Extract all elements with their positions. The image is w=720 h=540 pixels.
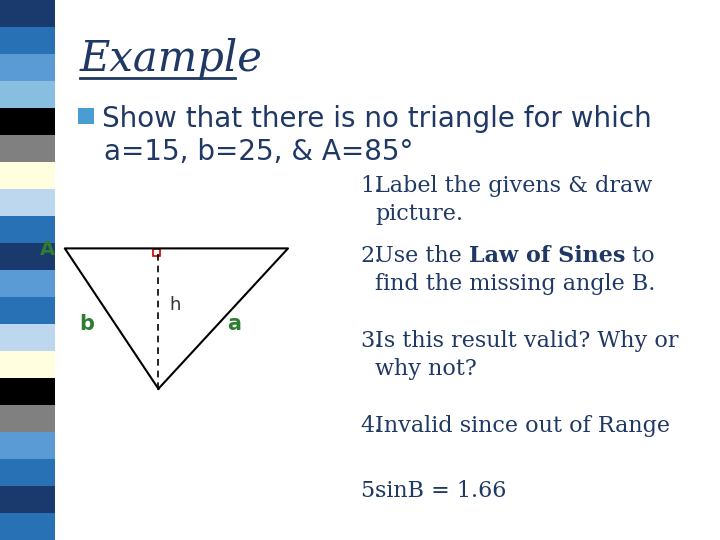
Bar (0, 189, 55, 216)
Bar (0, 486, 55, 513)
Bar (0, 351, 55, 378)
Bar (0, 324, 55, 351)
Text: Law of Sines: Law of Sines (469, 245, 625, 267)
Bar (0, 243, 55, 270)
Text: Show that there is no triangle for which: Show that there is no triangle for which (102, 105, 652, 133)
Bar (0, 270, 55, 297)
Bar (0, 54, 55, 81)
Bar (0, 297, 55, 324)
Text: h: h (169, 296, 181, 314)
Bar (0, 27, 55, 54)
Bar (0, 459, 55, 486)
Bar (153, 249, 160, 256)
Text: Invalid since out of Range: Invalid since out of Range (375, 415, 670, 437)
Bar (0, 378, 55, 405)
Bar (0, 216, 55, 243)
Text: sinB = 1.66: sinB = 1.66 (375, 480, 506, 502)
Text: Use the: Use the (375, 245, 469, 267)
Bar (0, 162, 55, 189)
Text: Example: Example (80, 38, 263, 80)
Bar (0, 513, 55, 540)
Text: A: A (40, 240, 55, 259)
Text: 3.: 3. (360, 330, 382, 352)
Text: a: a (227, 314, 241, 334)
Bar (0, 81, 55, 108)
Text: picture.: picture. (375, 203, 463, 225)
Text: b: b (79, 314, 94, 334)
Text: 2.: 2. (360, 245, 382, 267)
Text: a=15, b=25, & A=85°: a=15, b=25, & A=85° (104, 138, 413, 166)
Text: 4.: 4. (360, 415, 382, 437)
Text: why not?: why not? (375, 358, 477, 380)
Bar (0, 405, 55, 432)
Text: Label the givens & draw: Label the givens & draw (375, 175, 652, 197)
Text: 5.: 5. (360, 480, 382, 502)
Bar (0, 108, 55, 135)
Text: Is this result valid? Why or: Is this result valid? Why or (375, 330, 678, 352)
Text: find the missing angle B.: find the missing angle B. (375, 273, 655, 295)
Text: to: to (625, 245, 655, 267)
Bar (0, 432, 55, 459)
Bar (78, 108, 94, 124)
Bar (0, 0, 55, 27)
Text: 1.: 1. (360, 175, 382, 197)
Bar (0, 135, 55, 162)
